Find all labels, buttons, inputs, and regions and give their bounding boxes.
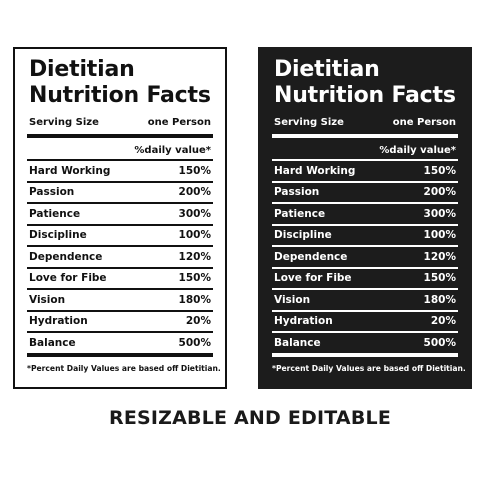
nutrient-name: Balance bbox=[274, 336, 321, 349]
nutrient-value: 100% bbox=[178, 229, 211, 242]
divider bbox=[27, 223, 213, 226]
nutrient-row: Dependence 120% bbox=[25, 247, 215, 267]
nutrient-name: Love for Fibe bbox=[29, 272, 107, 285]
title-line-1: Dietitian bbox=[274, 57, 380, 82]
nutrient-row: Balance 500% bbox=[25, 333, 215, 353]
divider bbox=[272, 245, 458, 247]
title-line-2: Nutrition Facts bbox=[29, 83, 211, 108]
nutrient-name: Balance bbox=[29, 336, 76, 349]
divider-thick bbox=[27, 134, 213, 138]
nutrient-value: 20% bbox=[185, 315, 211, 328]
nutrient-row: Discipline 100% bbox=[25, 226, 215, 246]
nutrient-name: Dependence bbox=[29, 250, 103, 263]
nutrient-row: Hard Working 150% bbox=[25, 161, 215, 181]
nutrient-value: 120% bbox=[178, 250, 211, 263]
nutrient-value: 180% bbox=[423, 293, 456, 306]
nutrient-value: 300% bbox=[178, 207, 211, 220]
nutrient-row: Passion 200% bbox=[25, 183, 215, 203]
nutrient-name: Patience bbox=[274, 207, 326, 220]
divider bbox=[272, 266, 458, 269]
serving-size-row: Serving Size one Person bbox=[274, 117, 456, 134]
nutrient-name: Passion bbox=[29, 186, 75, 199]
nutrient-value: 500% bbox=[423, 336, 456, 349]
divider bbox=[27, 245, 213, 247]
nutrient-value: 150% bbox=[423, 164, 456, 177]
nutrient-value: 100% bbox=[423, 229, 456, 242]
nutrient-name: Dependence bbox=[274, 250, 348, 263]
divider bbox=[272, 159, 458, 161]
divider bbox=[27, 309, 213, 312]
divider bbox=[27, 202, 213, 204]
divider bbox=[27, 331, 213, 333]
divider-thick bbox=[272, 134, 458, 138]
nutrient-value: 120% bbox=[423, 250, 456, 263]
nutrient-row: Discipline 100% bbox=[270, 226, 460, 246]
label-title: Dietitian Nutrition Facts bbox=[274, 57, 460, 109]
nutrient-row: Patience 300% bbox=[25, 204, 215, 224]
divider-thick bbox=[27, 352, 213, 357]
nutrition-label-dark: Dietitian Nutrition Facts Serving Size o… bbox=[258, 47, 472, 389]
serving-size-row: Serving Size one Person bbox=[29, 117, 211, 134]
divider bbox=[27, 180, 213, 183]
nutrient-value: 150% bbox=[178, 164, 211, 177]
nutrient-name: Hydration bbox=[274, 315, 333, 328]
nutrient-name: Patience bbox=[29, 207, 81, 220]
divider bbox=[27, 266, 213, 269]
nutrient-value: 500% bbox=[178, 336, 211, 349]
nutrient-row: Balance 500% bbox=[270, 333, 460, 353]
nutrient-name: Love for Fibe bbox=[274, 272, 352, 285]
nutrient-name: Hard Working bbox=[274, 164, 356, 177]
nutrient-row: Passion 200% bbox=[270, 183, 460, 203]
caption: RESIZABLE AND EDITABLE bbox=[109, 407, 391, 429]
serving-size-value: one Person bbox=[392, 117, 456, 128]
divider bbox=[272, 288, 458, 290]
label-title: Dietitian Nutrition Facts bbox=[29, 57, 215, 109]
footnote: *Percent Daily Values are based off Diet… bbox=[272, 363, 466, 373]
serving-size-label: Serving Size bbox=[29, 117, 99, 128]
title-line-1: Dietitian bbox=[29, 57, 135, 82]
nutrient-name: Discipline bbox=[274, 229, 332, 242]
nutrient-row: Love for Fibe 150% bbox=[25, 269, 215, 289]
nutrient-value: 300% bbox=[423, 207, 456, 220]
nutrient-row: Hard Working 150% bbox=[270, 161, 460, 181]
nutrient-value: 20% bbox=[430, 315, 456, 328]
serving-size-value: one Person bbox=[147, 117, 211, 128]
nutrition-label-light: Dietitian Nutrition Facts Serving Size o… bbox=[13, 47, 227, 389]
nutrient-row: Hydration 20% bbox=[25, 312, 215, 332]
divider bbox=[272, 223, 458, 226]
divider bbox=[272, 331, 458, 333]
nutrient-row: Vision 180% bbox=[270, 290, 460, 310]
daily-value-header: %daily value* bbox=[134, 145, 211, 156]
nutrient-value: 150% bbox=[423, 272, 456, 285]
nutrient-row: Patience 300% bbox=[270, 204, 460, 224]
footnote: *Percent Daily Values are based off Diet… bbox=[27, 363, 221, 373]
divider-thick bbox=[272, 352, 458, 357]
serving-size-label: Serving Size bbox=[274, 117, 344, 128]
divider bbox=[272, 202, 458, 204]
nutrient-row: Love for Fibe 150% bbox=[270, 269, 460, 289]
nutrient-name: Vision bbox=[29, 293, 66, 306]
nutrient-row: Hydration 20% bbox=[270, 312, 460, 332]
nutrient-name: Discipline bbox=[29, 229, 87, 242]
nutrient-name: Hard Working bbox=[29, 164, 111, 177]
divider bbox=[272, 309, 458, 312]
nutrient-name: Passion bbox=[274, 186, 320, 199]
nutrient-value: 150% bbox=[178, 272, 211, 285]
nutrient-name: Vision bbox=[274, 293, 311, 306]
title-line-2: Nutrition Facts bbox=[274, 83, 456, 108]
divider bbox=[272, 180, 458, 183]
nutrient-value: 200% bbox=[423, 186, 456, 199]
divider bbox=[27, 159, 213, 161]
daily-value-header: %daily value* bbox=[379, 145, 456, 156]
nutrient-name: Hydration bbox=[29, 315, 88, 328]
nutrient-value: 200% bbox=[178, 186, 211, 199]
nutrient-row: Dependence 120% bbox=[270, 247, 460, 267]
divider bbox=[27, 288, 213, 290]
nutrient-row: Vision 180% bbox=[25, 290, 215, 310]
nutrient-value: 180% bbox=[178, 293, 211, 306]
